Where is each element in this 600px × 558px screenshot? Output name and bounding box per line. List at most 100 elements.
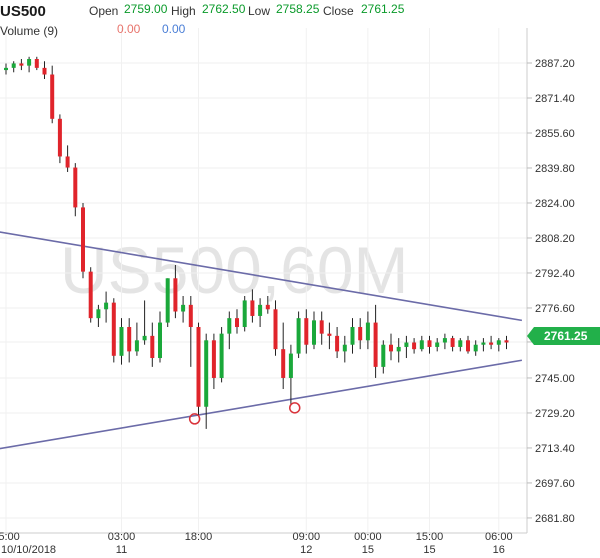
candle-body-23: [181, 304, 186, 312]
candle-13: [104, 291, 109, 323]
candle-56: [435, 338, 440, 352]
candle-31: [242, 296, 247, 332]
candle-37: [288, 344, 293, 405]
candle-body-21: [165, 278, 170, 323]
candle-3: [27, 56, 32, 73]
candlesticks: [4, 56, 509, 429]
candle-body-37: [288, 353, 293, 378]
candle-59: [458, 338, 463, 352]
candle-12: [96, 304, 101, 328]
candle-body-46: [358, 327, 363, 341]
y-tick-label-5: 2808.20: [535, 233, 575, 245]
low-label: Low: [248, 4, 270, 18]
candle-body-41: [319, 320, 324, 334]
candle-32: [250, 289, 255, 323]
candle-49: [381, 340, 386, 374]
candle-body-59: [458, 340, 463, 347]
candle-body-33: [258, 304, 263, 316]
candle-body-29: [227, 318, 232, 334]
candle-body-24: [188, 304, 193, 328]
close-value: 2761.25: [361, 2, 405, 16]
y-tick-label-10: 2729.20: [535, 408, 575, 420]
candle-21: [165, 278, 170, 328]
y-tick-label-4: 2824.00: [535, 198, 575, 210]
candle-45: [350, 318, 355, 354]
candle-body-5: [42, 67, 47, 75]
candle-body-10: [81, 207, 85, 272]
candle-body-38: [296, 318, 301, 354]
candle-body-45: [350, 327, 355, 345]
candle-36: [281, 322, 286, 390]
candle-body-64: [496, 340, 501, 345]
candle-body-30: [235, 318, 239, 328]
candle-23: [181, 296, 186, 323]
y-tick-label-7: 2776.60: [535, 303, 575, 315]
y-tick-label-0: 2887.20: [535, 58, 575, 70]
candle-15: [119, 318, 124, 365]
x-tick-date-3: 12: [300, 544, 312, 556]
x-tick-date-1: 11: [116, 544, 127, 556]
candle-57: [442, 333, 447, 350]
touch-marker-0: [188, 413, 201, 425]
candle-body-20: [158, 322, 162, 359]
candle-body-7: [57, 118, 62, 157]
candle-29: [227, 311, 232, 350]
open-label: Open: [89, 4, 118, 18]
candle-20: [158, 311, 162, 363]
x-tick-date-5: 15: [423, 544, 435, 556]
low-value: 2758.25: [276, 2, 320, 16]
candle-body-22: [173, 278, 178, 312]
candle-5: [42, 61, 47, 79]
x-tick-time-6: 06:00: [485, 531, 513, 543]
candle-63: [489, 335, 494, 350]
watermark: US500,60M: [60, 233, 409, 307]
volume-value-a: 0.00: [117, 22, 141, 36]
candle-body-34: [265, 304, 270, 310]
candle-body-35: [273, 309, 278, 350]
candle-body-19: [150, 335, 155, 359]
candle-body-32: [250, 300, 255, 316]
x-tick-time-4: 00:00: [354, 531, 382, 543]
candle-25: [196, 322, 201, 416]
candle-16: [127, 318, 132, 363]
candle-body-2: [19, 63, 24, 66]
y-tick-label-12: 2697.60: [535, 478, 575, 490]
candle-body-9: [73, 167, 78, 208]
candle-body-51: [396, 346, 401, 352]
candle-58: [450, 335, 455, 352]
candle-body-16: [127, 327, 132, 352]
candle-body-58: [450, 338, 455, 347]
candle-body-57: [442, 338, 447, 343]
x-tick-time-1: 03:00: [108, 531, 136, 543]
candle-1: [11, 61, 16, 73]
candle-18: [142, 300, 147, 345]
open-value: 2759.00: [124, 2, 168, 16]
grid: [0, 28, 527, 533]
x-tick-time-0: 05:00: [0, 531, 20, 543]
y-tick-label-13: 2681.80: [535, 513, 575, 525]
candle-4: [34, 56, 39, 71]
trendline-lower: [0, 359, 523, 450]
candle-body-26: [204, 340, 209, 407]
candle-65: [504, 335, 509, 350]
candle-body-6: [50, 74, 55, 119]
candle-body-56: [435, 342, 440, 347]
candle-55: [427, 335, 432, 354]
candle-body-1: [11, 63, 16, 68]
candle-body-4: [34, 59, 39, 68]
candle-14: [111, 298, 116, 363]
candle-body-14: [111, 302, 116, 356]
candle-40: [312, 311, 316, 350]
volume-label: Volume (9): [0, 24, 58, 38]
candle-10: [81, 202, 85, 279]
candle-body-62: [481, 342, 486, 345]
candle-body-8: [65, 156, 70, 168]
candle-19: [150, 322, 155, 367]
candle-body-36: [281, 349, 286, 378]
x-tick-date-6: 16: [493, 544, 505, 556]
candle-body-40: [312, 320, 316, 345]
candle-7: [57, 114, 62, 164]
symbol-title: US500: [0, 3, 46, 20]
candle-body-47: [365, 322, 370, 341]
